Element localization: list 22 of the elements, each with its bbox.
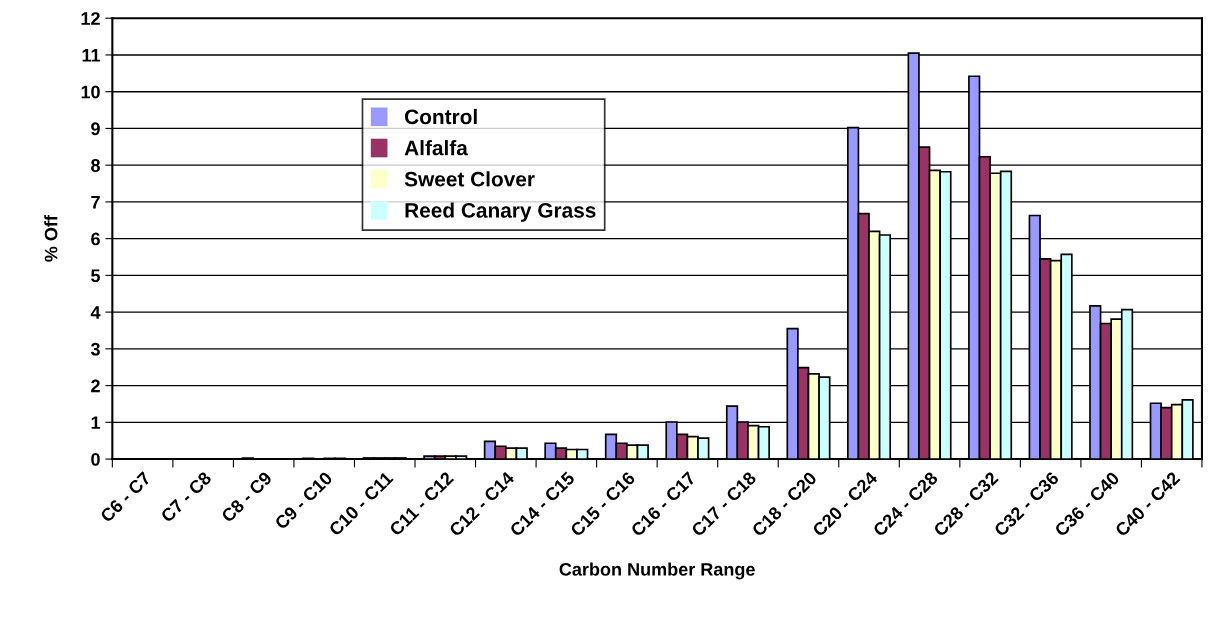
legend-label: Reed Canary Grass (405, 202, 596, 222)
x-axis-title: Carbon Number Range (559, 562, 755, 580)
y-tick-label: 5 (91, 269, 101, 283)
y-tick-label: 3 (90, 342, 100, 356)
x-tick-label: C8 - C9 (220, 470, 273, 524)
y-tick-label: 2 (91, 379, 100, 393)
y-axis-title: % Off (44, 215, 58, 262)
legend-label: Sweet Clover (404, 171, 535, 187)
x-tick-label: C6 - C7 (99, 471, 152, 524)
y-tick-label: 10 (81, 85, 100, 99)
y-tick-label: 0 (91, 453, 100, 466)
y-tick-label: 9 (91, 122, 100, 136)
x-tick-label: C7 - C8 (160, 470, 213, 524)
y-tick-label: 4 (90, 306, 101, 319)
y-tick-label: 11 (82, 49, 101, 62)
y-tick-label: 7 (91, 196, 100, 209)
legend-label: Control (405, 108, 477, 125)
y-tick-label: 8 (91, 159, 100, 172)
y-tick-label: 1 (91, 416, 101, 429)
y-tick-label: 6 (91, 232, 100, 246)
y-tick-label: 12 (81, 12, 100, 25)
legend-label: Alfalfa (404, 140, 468, 156)
